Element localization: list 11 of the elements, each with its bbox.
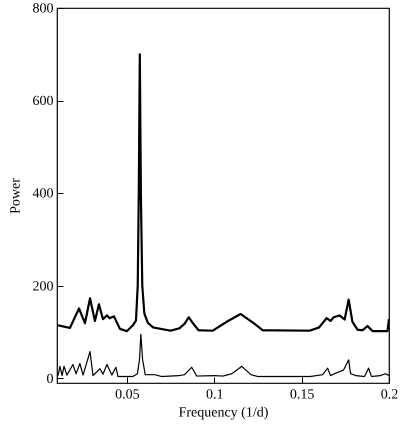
x-tick-label: 0.1 [206, 388, 224, 402]
x-tick-label: 0.05 [115, 388, 140, 402]
y-tick-label: 0 [46, 372, 54, 387]
x-axis-title: Frequency (1/d) [178, 406, 269, 420]
x-tick-label: 0.2 [380, 388, 398, 402]
x-tick-label: 0.15 [290, 388, 314, 402]
y-tick-label: 400 [32, 186, 54, 202]
y-tick-label: 800 [32, 2, 54, 16]
y-axis-title: Power [8, 178, 24, 214]
y-tick-label: 600 [32, 94, 54, 110]
y-tick-label: 200 [32, 279, 54, 294]
